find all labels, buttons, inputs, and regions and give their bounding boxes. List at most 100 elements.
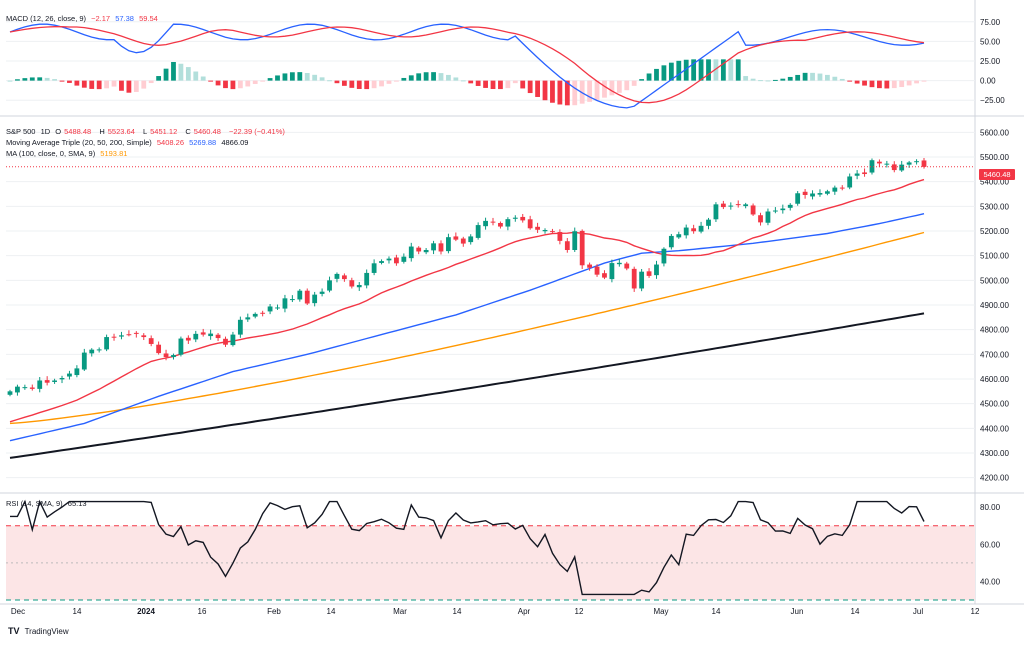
candle-body [802, 191, 808, 195]
candle-body [475, 225, 481, 238]
candle-body [141, 335, 147, 338]
macd-hist-bar [780, 78, 786, 81]
candle-body [683, 227, 689, 236]
macd-hist-bar [230, 80, 236, 90]
price-tick-label: 4400.00 [980, 424, 1009, 433]
macd-hist-bar [289, 72, 295, 81]
macd-hist-bar [74, 80, 80, 86]
macd-hist-bar [394, 80, 399, 82]
macd-hist-bar [602, 80, 607, 98]
candle-body [839, 187, 845, 189]
macd-hist-bar [81, 80, 87, 88]
candle-body [104, 337, 110, 350]
price-tick-label: 4600.00 [980, 375, 1009, 384]
candle-body [743, 204, 749, 207]
macd-hist-bar [869, 80, 875, 88]
price-tick-label: 5400.00 [980, 178, 1009, 187]
macd-hist-bar [252, 80, 258, 84]
ohlc-close: C 5460.48 [185, 127, 221, 136]
macd-hist-bar [795, 74, 801, 81]
macd-legend: MACD (12, 26, close, 9) −2.17 57.38 59.5… [6, 13, 161, 24]
x-tick-label: Feb [267, 607, 281, 616]
ohlc-change: −22.39 (−0.41%) [229, 127, 285, 136]
candle-body [490, 221, 496, 223]
candle-body [126, 334, 132, 336]
macd-hist-bar [862, 80, 867, 86]
macd-hist-bar [787, 76, 793, 81]
macd-hist-bar [364, 80, 370, 90]
sma200-value: 4866.09 [221, 138, 249, 147]
macd-signal-line [9, 26, 925, 104]
macd-hist-bar [468, 80, 474, 84]
candle-body [535, 226, 540, 230]
macd-hist-bar [817, 73, 823, 81]
macd-hist-bar [572, 80, 578, 106]
ma100-label: MA (100, close, 0, SMA, 9) [6, 149, 96, 158]
macd-hist-bar [594, 80, 600, 100]
x-tick-label: 14 [851, 607, 860, 616]
tradingview-brand[interactable]: TV TradingView [8, 626, 69, 636]
candle-body [364, 272, 370, 286]
candle-body [899, 164, 905, 171]
macd-hist-bar [490, 80, 496, 90]
candle-body [817, 193, 823, 195]
candle-body [356, 285, 362, 288]
ohlc-open: O 5488.48 [55, 127, 92, 136]
candle-body [185, 337, 191, 341]
macd-hist-bar [438, 73, 444, 81]
candle-body [847, 176, 853, 188]
rsi-value: 65.13 [67, 499, 87, 508]
x-tick-label: 12 [575, 607, 584, 616]
rsi-tick-label: 80.00 [980, 503, 1001, 512]
macd-hist-bar [215, 80, 221, 86]
candle-body [37, 380, 43, 389]
candle-body [520, 216, 526, 221]
x-tick-label: 14 [73, 607, 82, 616]
macd-hist-bar [327, 80, 332, 82]
macd-hist-bar [408, 75, 414, 81]
x-tick-label: Mar [393, 607, 407, 616]
ma100-value: 5193.81 [100, 149, 128, 158]
macd-hist-bar [676, 60, 682, 81]
candle-body [602, 273, 607, 278]
macd-hist-bar [683, 59, 689, 81]
x-tick-label: Dec [11, 607, 25, 616]
macd-hist-bar [282, 73, 288, 81]
price-tick-label: 5500.00 [980, 153, 1009, 162]
macd-hist-bar [193, 71, 199, 81]
candle-body [96, 349, 102, 351]
candle-body [787, 204, 793, 208]
candle-body [260, 312, 266, 314]
macd-hist-bar [520, 80, 526, 89]
candle-body [914, 161, 919, 163]
price-tick-label: 5200.00 [980, 227, 1009, 236]
macd-hist-bar [29, 77, 35, 81]
macd-hist-bar [453, 77, 459, 81]
candle-body [319, 291, 325, 294]
price-tick-label: 5600.00 [980, 128, 1009, 137]
macd-hist-bar [208, 80, 214, 82]
candle-body [453, 236, 459, 240]
candle-body [230, 334, 236, 346]
candle-body [200, 332, 206, 335]
price-tick-label: 4900.00 [980, 301, 1009, 310]
macd-hist-bar [245, 80, 251, 87]
macd-hist-bar [446, 74, 451, 81]
macd-hist-bar [735, 59, 741, 81]
candle-body [877, 161, 882, 164]
macd-hist-bar [661, 65, 667, 81]
macd-hist-bar [609, 80, 615, 96]
sma50-line [9, 213, 925, 442]
candle-body [349, 280, 355, 287]
candle-body [379, 261, 384, 263]
macd-signal-value: 59.54 [139, 14, 158, 23]
x-tick-label: 14 [327, 607, 336, 616]
candle-body [780, 208, 786, 211]
candle-body [52, 380, 57, 382]
macd-hist-bar [505, 80, 511, 89]
x-tick-label: 12 [971, 607, 980, 616]
candle-body [639, 271, 645, 289]
candle-body [215, 334, 221, 339]
